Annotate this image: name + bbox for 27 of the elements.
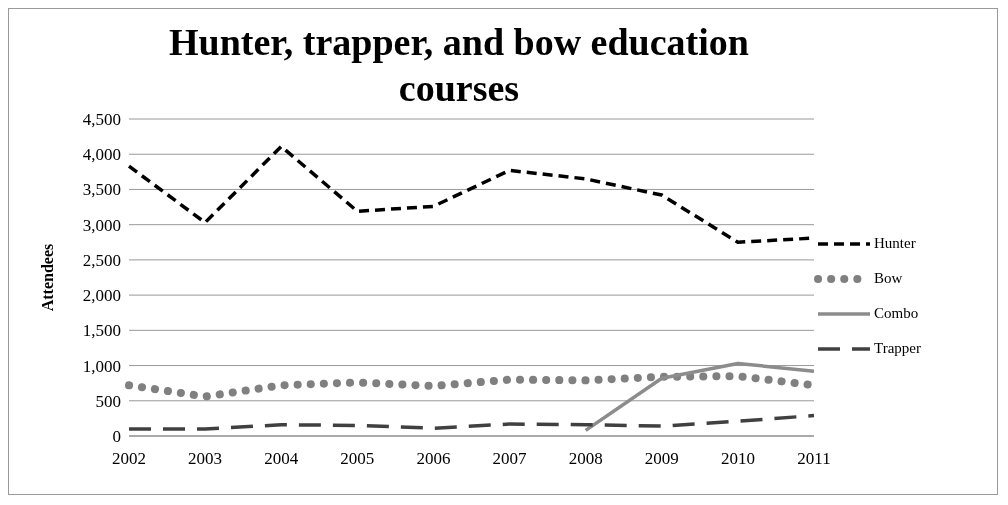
legend-label: Trapper [874,340,921,357]
y-tick-label: 3,000 [82,215,121,235]
x-tick-label: 2004 [264,449,299,469]
y-tick-label: 1,000 [82,356,121,376]
x-tick-label: 2009 [644,449,679,469]
y-tick-label: 3,500 [82,180,121,200]
legend-label: Hunter [874,235,916,252]
y-tick-label: 4,000 [82,145,121,165]
y-axis-title: Attendees [38,243,56,312]
chart-title: Hunter, trapper, and bow education courses [168,20,750,111]
y-tick-label: 500 [95,391,121,411]
y-tick-label: 2,000 [82,286,121,306]
x-tick-label: 2006 [416,449,451,469]
x-tick-label: 2007 [492,449,528,469]
x-tick-label: 2010 [720,449,755,469]
y-tick-label: 1,500 [82,321,121,341]
y-tick-label: 4,500 [82,110,121,130]
legend-label: Bow [874,270,903,287]
line-series [127,413,816,431]
x-tick-label: 2008 [568,449,603,469]
x-tick-label: 2002 [112,449,146,469]
x-tick-label: 2005 [340,449,375,469]
x-tick-label: 2003 [188,449,223,469]
y-tick-label: 2,500 [82,250,121,270]
legend-label: Combo [874,305,919,322]
x-tick-label: 2011 [797,449,831,469]
y-tick-label: 0 [112,427,121,447]
